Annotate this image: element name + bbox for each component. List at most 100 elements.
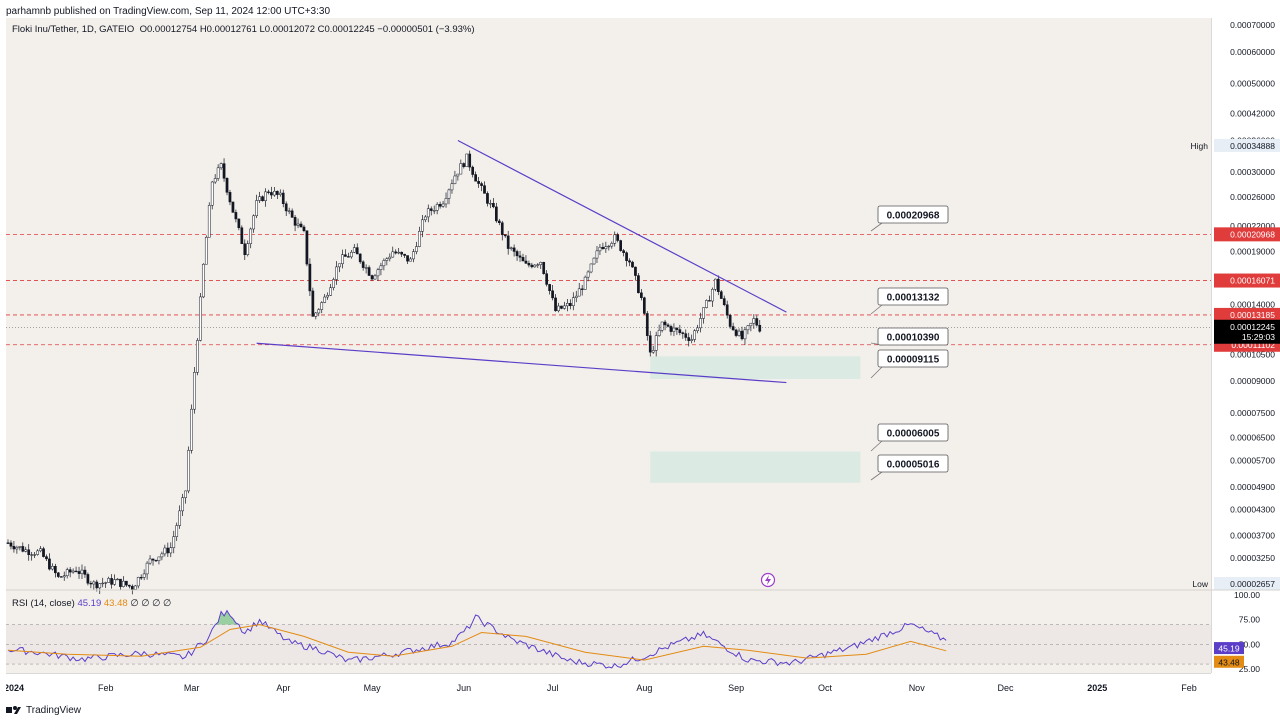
high-price-tag-label: 0.00034888 [1230, 141, 1275, 151]
candle-body [125, 580, 128, 586]
candle-body [80, 569, 84, 574]
lightning-icon [760, 572, 776, 588]
callout-label: 0.00006005 [887, 429, 940, 440]
candle-body [275, 190, 279, 195]
price-tick-label: 0.00030000 [1230, 167, 1275, 177]
candle-body [361, 261, 365, 268]
candle-body [471, 166, 475, 175]
candle-body [231, 201, 235, 213]
candle-body [201, 263, 205, 298]
candle-body [139, 577, 143, 579]
candle-body [426, 208, 430, 218]
symbol-legend: Floki Inu/Tether, 1D, GATEIO O0.00012754… [12, 24, 475, 35]
symbol-info: Floki Inu/Tether, 1D, GATEIO [12, 24, 135, 35]
price-axis[interactable]: 0.00070000 0.00060000 0.00050000 0.00042000… [1211, 18, 1280, 674]
candle-body [684, 333, 688, 338]
candles-group [6, 150, 762, 595]
candle-body [749, 322, 753, 327]
price-chart[interactable]: 0.00020968 0.00013132 0.00010390 0.00009115… [6, 18, 1211, 673]
candle-body [719, 291, 723, 299]
candle-body [702, 307, 705, 319]
price-tick-label: 0.00022000 [1230, 221, 1275, 231]
candle-body [554, 297, 557, 312]
candle-body [500, 222, 504, 235]
candle-body [418, 231, 421, 247]
candle-body [33, 554, 36, 556]
candle-body [175, 525, 179, 537]
time-tick-label: Feb [1181, 683, 1197, 693]
candle-body [169, 547, 173, 554]
candle-body [293, 217, 297, 226]
time-tick-label: Feb [98, 683, 114, 693]
time-tick-label: Mar [184, 683, 200, 693]
chart-area[interactable]: 0.00020968 0.00013132 0.00010390 0.00009115… [6, 18, 1211, 673]
candle-body [252, 215, 256, 230]
candle-body [30, 554, 34, 556]
candle-body [71, 570, 75, 573]
candle-body [740, 330, 744, 340]
publisher-line: parhamnb published on TradingView.com, S… [6, 6, 331, 17]
time-tick-label: Apr [276, 683, 290, 693]
rsi-value-tag [1214, 642, 1244, 655]
time-tick-label: Nov [909, 683, 926, 693]
time-tick-label: Aug [636, 683, 652, 693]
candle-body [311, 290, 315, 317]
candle-body [678, 329, 682, 333]
candle-body [577, 288, 581, 297]
candle-body [326, 295, 329, 298]
candle-body [364, 267, 368, 269]
candle-body [755, 318, 759, 326]
candle-body [634, 266, 637, 276]
time-axis[interactable]: 2024 Feb Mar Apr May Jun Jul Aug Sep Oct Nov Dec 202… [4, 673, 1211, 700]
candle-body [166, 547, 170, 554]
candle-body [228, 192, 232, 203]
candle-body [746, 325, 750, 331]
price-tick-label: 0.00026000 [1230, 192, 1275, 202]
candle-body [210, 181, 214, 206]
rsi-ma-line [7, 624, 947, 661]
time-tick-label: 2024 [6, 683, 24, 693]
candle-body [104, 582, 108, 584]
price-tick-label: 0.00070000 [1230, 20, 1275, 30]
candle-body [598, 246, 602, 252]
trendline [256, 342, 787, 384]
candle-body [338, 263, 341, 268]
candle-body [714, 278, 717, 290]
callout-pointer [870, 440, 883, 452]
candle-body [296, 223, 300, 226]
candle-body [127, 584, 131, 587]
candle-body [669, 326, 673, 332]
candle-body [130, 585, 134, 590]
candle-body [483, 185, 486, 194]
candle-body [332, 279, 335, 288]
candle-body [358, 253, 362, 263]
candle-body [545, 273, 549, 285]
candle-body [287, 210, 291, 212]
candle-body [122, 580, 125, 587]
candle-body [317, 309, 321, 314]
candle-body [722, 298, 726, 305]
candle-body [349, 251, 353, 258]
candle-body [533, 264, 537, 268]
candle-body [98, 583, 102, 589]
candle-body [515, 251, 519, 257]
candle-body [690, 339, 694, 341]
candle-body [379, 265, 383, 270]
candle-body [42, 548, 45, 557]
candle-body [651, 350, 655, 353]
candle-body [654, 335, 658, 351]
candle-body [480, 183, 483, 186]
candle-body [89, 582, 93, 585]
price-tick-label: 0.00014000 [1230, 300, 1275, 310]
candle-body [660, 321, 664, 331]
candle-body [373, 275, 377, 280]
candle-body [548, 284, 551, 291]
candle-body [672, 327, 676, 332]
level-price-tag-label: 0.00011102 [1231, 340, 1275, 350]
candle-body [56, 572, 60, 577]
support-zone [650, 356, 861, 380]
candle-body [347, 256, 350, 258]
candle-body [607, 245, 611, 248]
callout-pointer [870, 222, 883, 232]
rsi-ma-value: 43.48 [103, 598, 128, 609]
